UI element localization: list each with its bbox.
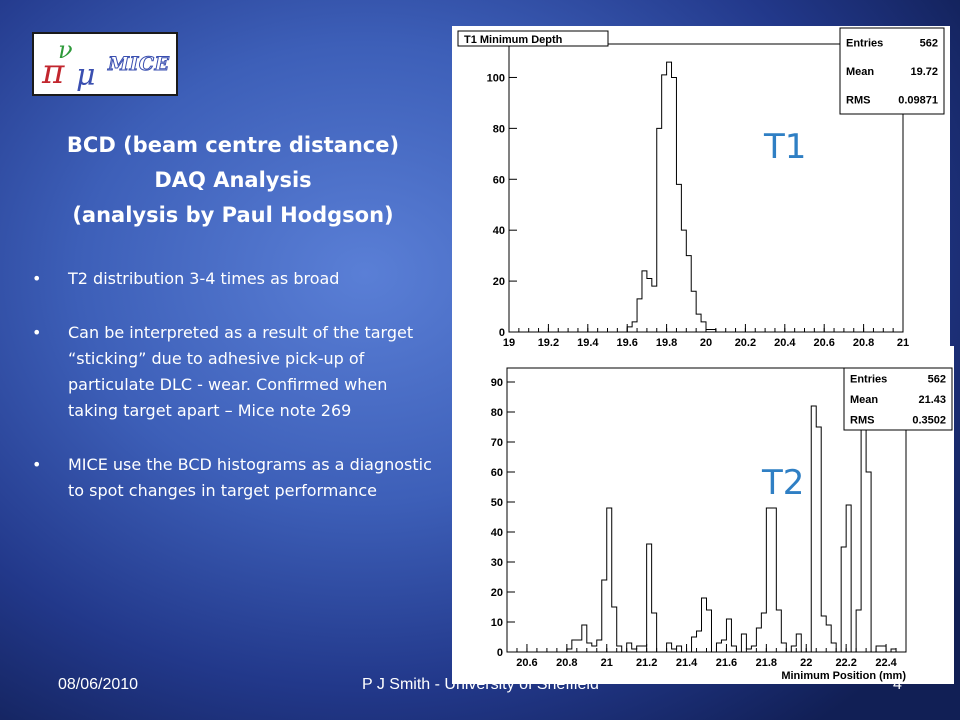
- mice-logo: π ν μ MICE: [32, 32, 178, 96]
- x-tick-label: 19.4: [577, 337, 599, 348]
- footer-page-number: 4: [893, 676, 902, 693]
- y-tick-label: 20: [493, 276, 505, 288]
- stats-value: 562: [920, 37, 938, 49]
- t2-histogram-chart: 0 10 20 30 40 50 60 70 80 90 20.6 20.8 21 21.2 21.4 21.…: [491, 367, 953, 682]
- histogram-title: T1 Minimum Depth: [464, 34, 563, 46]
- x-tick-label: 21.4: [676, 657, 698, 669]
- y-tick-label: 0: [499, 327, 505, 339]
- y-tick-label: 60: [493, 174, 505, 186]
- y-tick-label: 90: [491, 377, 503, 389]
- slide-title: BCD (beam centre distance) DAQ Analysis …: [28, 128, 438, 233]
- x-tick-label: 20.4: [774, 337, 796, 348]
- y-tick-label: 30: [491, 557, 503, 569]
- y-tick-label: 50: [491, 497, 503, 509]
- y-tick-label: 40: [493, 225, 505, 237]
- y-tick-label: 100: [487, 72, 505, 84]
- x-tick-label: 21: [601, 657, 613, 669]
- histogram-annotation: T2: [761, 463, 804, 503]
- x-tick-label: 20.8: [556, 657, 577, 669]
- x-tick-label: 20.6: [516, 657, 537, 669]
- x-tick-label: 20: [700, 337, 712, 348]
- bullet-list: T2 distribution 3-4 times as broad Can b…: [32, 266, 432, 532]
- x-tick-label: 22.2: [835, 657, 856, 669]
- y-tick-label: 10: [491, 617, 503, 629]
- t1-histogram-chart: 0 20 40 60 80 100 19 19.2 19.4 19.6 19.8 20 20.2 20.4…: [457, 27, 945, 348]
- bullet-item: MICE use the BCD histograms as a diagnos…: [32, 452, 432, 504]
- logo-mu-glyph: μ: [76, 58, 96, 93]
- histogram-outline: [509, 61, 903, 333]
- stats-value: 21.43: [918, 394, 946, 406]
- footer-date: 08/06/2010: [58, 676, 139, 693]
- stats-label: Mean: [850, 394, 878, 406]
- x-tick-label: 20.8: [853, 337, 874, 348]
- y-tick-label: 80: [493, 123, 505, 135]
- x-tick-label: 22.4: [875, 657, 897, 669]
- x-tick-label: 20.2: [735, 337, 756, 348]
- stats-label: Mean: [846, 66, 874, 78]
- y-tick-label: 80: [491, 407, 503, 419]
- bullet-item: Can be interpreted as a result of the ta…: [32, 320, 432, 424]
- histogram-annotation: T1: [763, 127, 806, 167]
- logo-nu-glyph: ν: [58, 36, 73, 64]
- logo-text: MICE: [108, 53, 170, 76]
- x-tick-label: 21.2: [636, 657, 657, 669]
- y-tick-label: 60: [491, 467, 503, 479]
- title-line-1: BCD (beam centre distance): [66, 133, 400, 157]
- stats-value: 0.3502: [912, 415, 946, 427]
- t1-histogram-panel: 0 20 40 60 80 100 19 19.2 19.4 19.6 19.8 20 20.2 20.4…: [452, 26, 950, 348]
- title-line-3: (analysis by Paul Hodgson): [72, 203, 394, 227]
- stats-label: Entries: [846, 37, 883, 49]
- stats-value: 19.72: [910, 66, 938, 78]
- y-tick-label: 0: [497, 647, 503, 659]
- y-tick-label: 70: [491, 437, 503, 449]
- stats-label: Entries: [850, 373, 887, 385]
- stats-label: RMS: [846, 95, 870, 107]
- stats-box: [839, 27, 945, 115]
- x-tick-label: 19.8: [656, 337, 677, 348]
- x-tick-label: 21.6: [716, 657, 737, 669]
- x-axis-label: Minimum Position (mm): [781, 670, 906, 682]
- histogram-title-box: [457, 30, 609, 47]
- bullet-item: T2 distribution 3-4 times as broad: [32, 266, 432, 292]
- logo-pi-glyph: π: [42, 52, 65, 92]
- y-tick-label: 20: [491, 587, 503, 599]
- footer-author: P J Smith - University of Sheffield: [362, 676, 599, 693]
- y-tick-label: 40: [491, 527, 503, 539]
- x-tick-label: 22: [800, 657, 812, 669]
- t2-histogram-panel: 0 10 20 30 40 50 60 70 80 90 20.6 20.8 21 21.2 21.4 21.…: [452, 346, 954, 684]
- x-tick-label: 19.6: [616, 337, 637, 348]
- stats-value: 0.09871: [898, 95, 938, 107]
- title-line-2: DAQ Analysis: [154, 168, 312, 192]
- x-tick-label: 19.2: [538, 337, 559, 348]
- stats-value: 562: [928, 373, 946, 385]
- x-tick-label: 21.8: [756, 657, 777, 669]
- histogram-outline: [507, 387, 906, 653]
- x-tick-label: 20.6: [813, 337, 834, 348]
- stats-label: RMS: [850, 415, 874, 427]
- x-tick-label: 21: [897, 337, 909, 348]
- x-tick-label: 19: [503, 337, 515, 348]
- stats-box: [843, 367, 953, 431]
